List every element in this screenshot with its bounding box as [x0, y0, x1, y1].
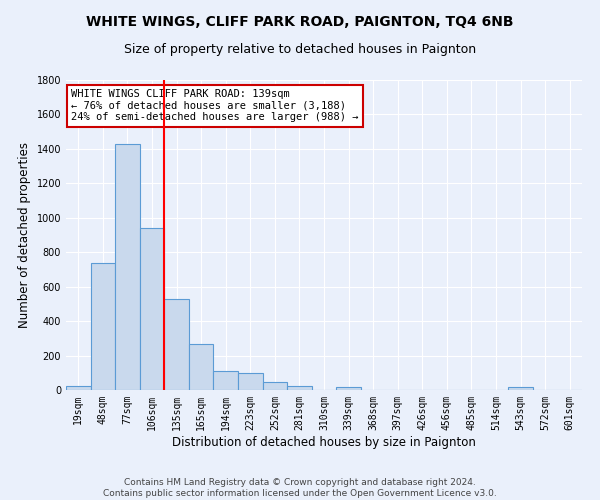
- Bar: [164, 298, 189, 390]
- Bar: [115, 144, 140, 390]
- Bar: [238, 373, 263, 390]
- Bar: [336, 388, 361, 390]
- Y-axis label: Number of detached properties: Number of detached properties: [18, 142, 31, 328]
- Bar: [189, 344, 214, 390]
- Bar: [66, 386, 91, 390]
- Text: WHITE WINGS CLIFF PARK ROAD: 139sqm
← 76% of detached houses are smaller (3,188): WHITE WINGS CLIFF PARK ROAD: 139sqm ← 76…: [71, 90, 359, 122]
- Bar: [508, 388, 533, 390]
- Text: WHITE WINGS, CLIFF PARK ROAD, PAIGNTON, TQ4 6NB: WHITE WINGS, CLIFF PARK ROAD, PAIGNTON, …: [86, 15, 514, 29]
- X-axis label: Distribution of detached houses by size in Paignton: Distribution of detached houses by size …: [172, 436, 476, 448]
- Bar: [287, 386, 312, 390]
- Bar: [214, 371, 238, 390]
- Bar: [263, 382, 287, 390]
- Bar: [91, 262, 115, 390]
- Bar: [140, 228, 164, 390]
- Text: Size of property relative to detached houses in Paignton: Size of property relative to detached ho…: [124, 42, 476, 56]
- Text: Contains HM Land Registry data © Crown copyright and database right 2024.
Contai: Contains HM Land Registry data © Crown c…: [103, 478, 497, 498]
